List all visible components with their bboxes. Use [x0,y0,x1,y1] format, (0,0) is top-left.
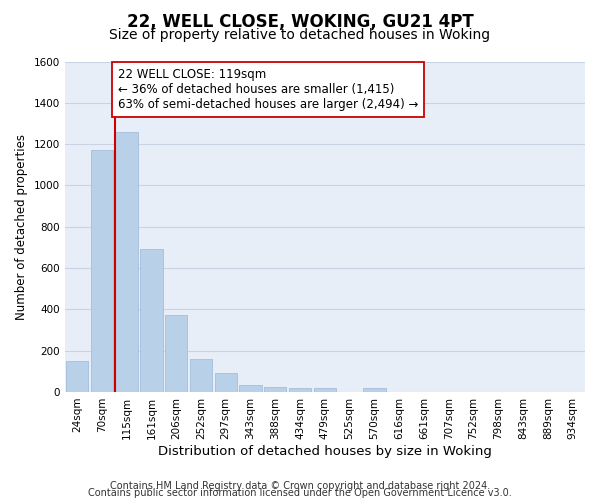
Bar [140,250,163,392]
Bar [363,388,386,392]
Text: Size of property relative to detached houses in Woking: Size of property relative to detached ho… [109,28,491,42]
Y-axis label: Number of detached properties: Number of detached properties [15,134,28,320]
Bar [91,150,113,392]
Bar [165,314,187,392]
Text: 22 WELL CLOSE: 119sqm
← 36% of detached houses are smaller (1,415)
63% of semi-d: 22 WELL CLOSE: 119sqm ← 36% of detached … [118,68,418,110]
Bar [115,132,138,392]
Bar [215,374,237,392]
Bar [314,388,336,392]
Bar [66,361,88,392]
Bar [289,388,311,392]
Text: Contains public sector information licensed under the Open Government Licence v3: Contains public sector information licen… [88,488,512,498]
Text: 22, WELL CLOSE, WOKING, GU21 4PT: 22, WELL CLOSE, WOKING, GU21 4PT [127,12,473,30]
X-axis label: Distribution of detached houses by size in Woking: Distribution of detached houses by size … [158,444,492,458]
Bar [264,388,286,392]
Bar [190,359,212,392]
Bar [239,384,262,392]
Text: Contains HM Land Registry data © Crown copyright and database right 2024.: Contains HM Land Registry data © Crown c… [110,481,490,491]
